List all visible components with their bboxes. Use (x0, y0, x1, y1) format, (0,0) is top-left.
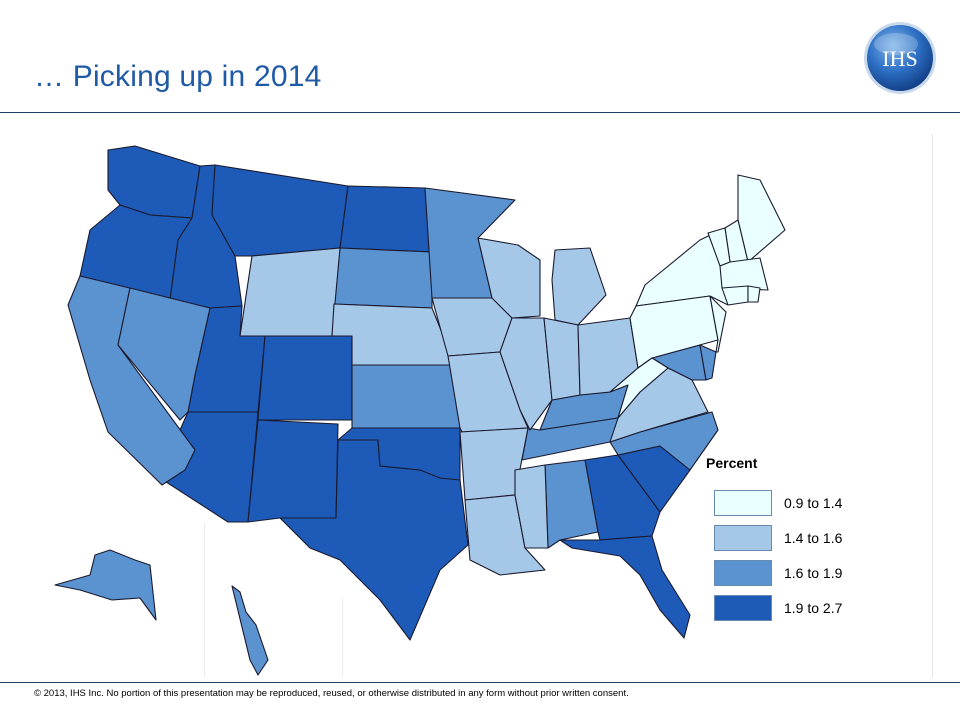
state-wv (609, 357, 669, 419)
state-nv (117, 287, 211, 421)
legend-item: 0.9 to 1.4 (714, 490, 884, 518)
map-frame-line (204, 522, 205, 678)
state-mt (211, 164, 349, 257)
state-ks (351, 364, 461, 429)
legend-item: 1.6 to 1.9 (714, 560, 884, 588)
state-nd (339, 185, 433, 253)
map-legend: Percent 0.9 to 1.4 1.4 to 1.6 1.6 to 1.9… (706, 455, 886, 635)
legend-label: 1.9 to 2.7 (784, 600, 843, 616)
footer-divider (0, 682, 960, 683)
state-hi (231, 585, 269, 676)
legend-item: 1.4 to 1.6 (714, 525, 884, 553)
state-ma (719, 257, 769, 291)
legend-swatch (714, 490, 772, 516)
title-divider (0, 112, 960, 113)
state-nj (709, 295, 727, 353)
state-ri (747, 285, 761, 303)
state-wi (477, 237, 541, 319)
state-ok (337, 427, 461, 481)
legend-swatch (714, 560, 772, 586)
legend-title: Percent (706, 455, 758, 471)
state-me (737, 174, 786, 263)
state-ms (514, 464, 549, 549)
copyright-footer: © 2013, IHS Inc. No portion of this pres… (34, 688, 629, 699)
ihs-logo: IHS (864, 22, 936, 94)
state-co (257, 335, 353, 421)
state-sd (333, 247, 433, 309)
logo-text: IHS (882, 46, 917, 71)
legend-label: 1.6 to 1.9 (784, 565, 843, 581)
state-mi (551, 247, 607, 326)
map-frame-line (932, 134, 933, 678)
state-ak (54, 549, 157, 621)
legend-label: 1.4 to 1.6 (784, 530, 843, 546)
map-frame-line (342, 598, 343, 678)
state-de (699, 344, 717, 381)
legend-item: 1.9 to 2.7 (714, 595, 884, 623)
legend-swatch (714, 525, 772, 551)
state-wy (239, 247, 341, 337)
slide-title: … Picking up in 2014 (34, 60, 322, 93)
state-ne (331, 303, 456, 366)
legend-swatch (714, 595, 772, 621)
state-fl (559, 535, 691, 639)
legend-label: 0.9 to 1.4 (784, 495, 843, 511)
state-nm (247, 419, 339, 523)
